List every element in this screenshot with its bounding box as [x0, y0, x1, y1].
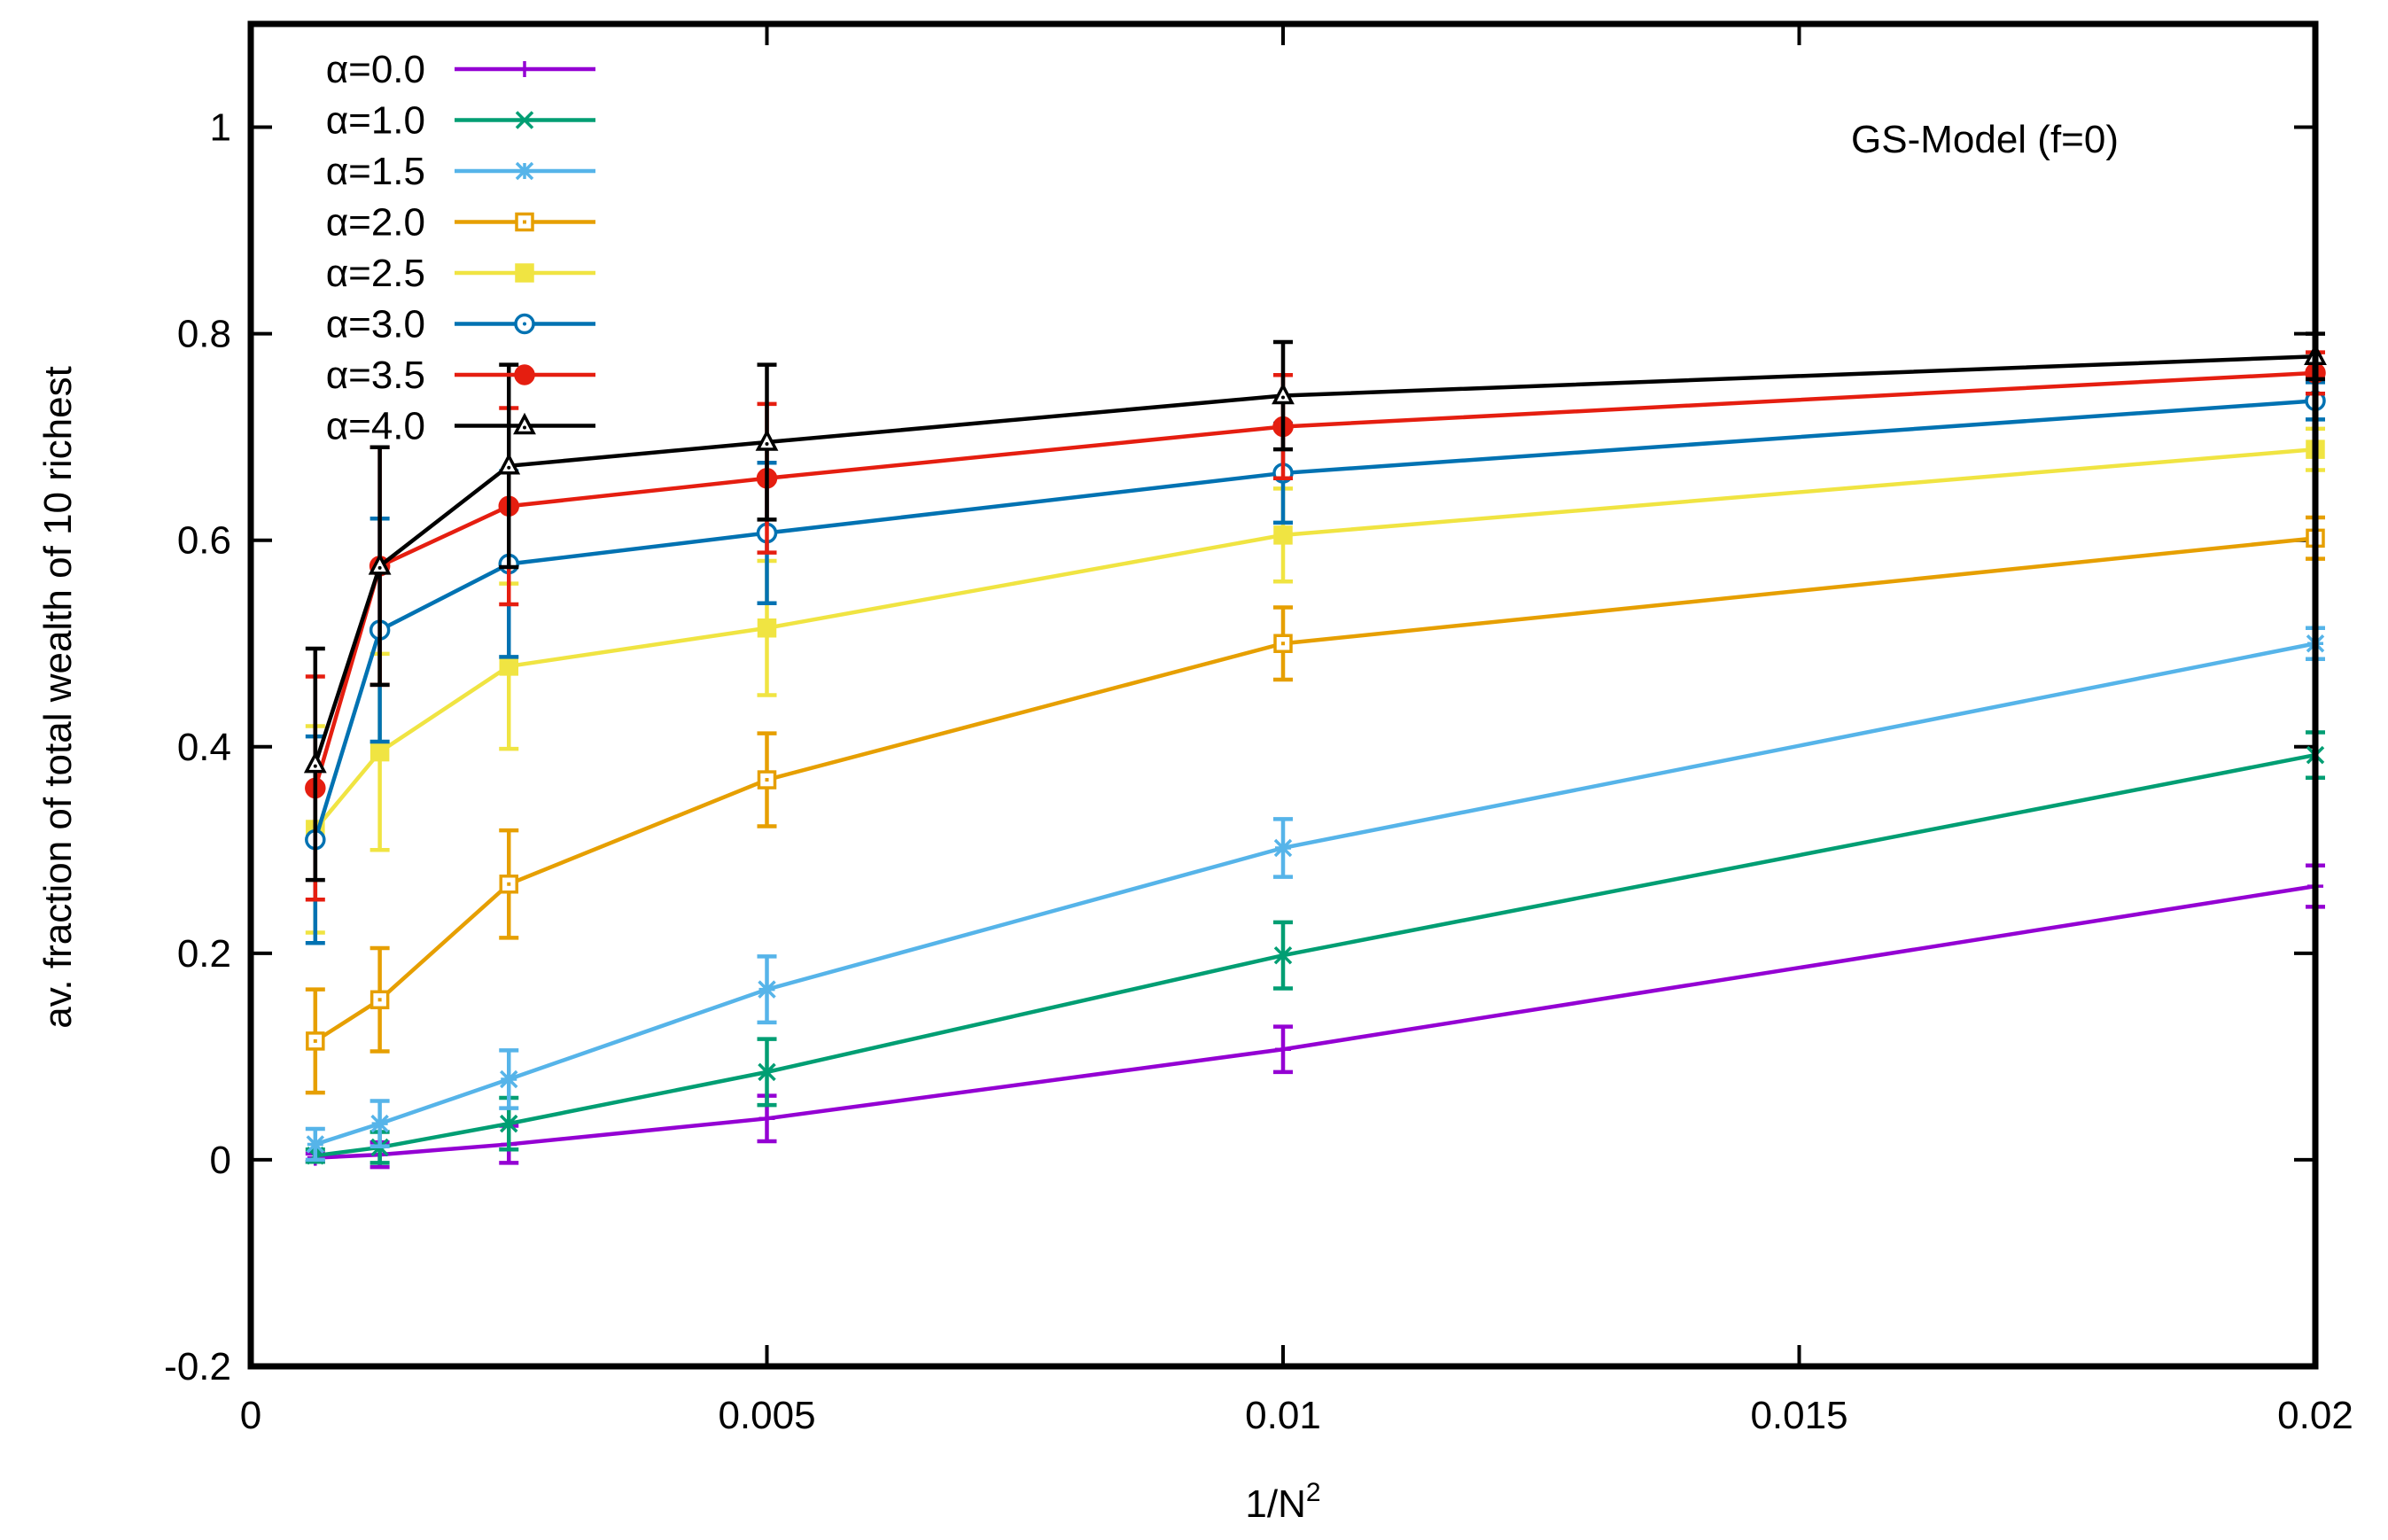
data-point-marker — [303, 751, 327, 774]
series-line — [313, 399, 2316, 841]
data-point-marker-dot — [523, 322, 526, 326]
x-axis-label-base: 1/N — [1245, 1482, 1305, 1526]
data-point-marker-dot — [765, 778, 769, 782]
legend-label: α=1.5 — [326, 150, 425, 193]
data-point-marker — [370, 1114, 389, 1133]
data-point-marker — [758, 1062, 776, 1082]
data-point-marker-dot — [523, 425, 526, 430]
series-line — [314, 536, 2316, 1043]
data-point-marker — [1273, 838, 1293, 858]
x-tick-label: 0.01 — [1245, 1394, 1321, 1437]
data-point-marker-dot — [507, 465, 511, 470]
series-group — [303, 331, 2327, 1170]
data-point-marker — [758, 980, 776, 999]
data-point-marker — [369, 742, 390, 762]
legend-label: α=0.0 — [326, 48, 425, 91]
data-point-marker-dot — [377, 565, 382, 570]
legend-label: α=2.5 — [326, 252, 425, 295]
data-point-marker — [517, 61, 533, 77]
legend-label: α=4.0 — [326, 405, 425, 448]
data-point-marker — [499, 657, 518, 676]
data-point-marker-dot — [313, 1038, 317, 1043]
chart-annotation: GS-Model (f=0) — [1851, 118, 2119, 161]
data-point-marker-dot — [523, 220, 526, 224]
y-tick-label: 0 — [210, 1139, 231, 1182]
legend-label: α=3.5 — [326, 354, 425, 397]
data-point-marker — [755, 429, 779, 451]
data-point-marker-dot — [313, 764, 317, 768]
data-point-marker — [1272, 382, 1295, 405]
data-point-marker — [500, 1114, 518, 1133]
data-point-marker — [1273, 525, 1293, 545]
y-tick-label: -0.2 — [164, 1345, 231, 1388]
data-point-marker-dot — [765, 441, 769, 446]
x-tick-label: 0 — [240, 1394, 261, 1437]
data-point-marker-dot — [507, 882, 511, 886]
series-line — [315, 642, 2316, 1147]
data-point-marker — [1275, 1041, 1291, 1058]
data-point-marker — [514, 364, 535, 385]
data-point-marker — [368, 553, 392, 575]
legend-label: α=3.0 — [326, 303, 425, 346]
y-tick-label: 0.4 — [177, 726, 231, 769]
data-point-marker — [306, 1135, 325, 1154]
data-point-marker — [515, 263, 534, 283]
data-point-marker — [497, 453, 521, 475]
x-tick-label: 0.02 — [2277, 1394, 2353, 1437]
data-point-marker — [1273, 945, 1293, 965]
data-point-marker-dot — [377, 998, 382, 1002]
series-line — [315, 752, 2316, 1158]
series-line — [314, 447, 2316, 831]
x-axis-label: 1/N2 — [1245, 1478, 1320, 1526]
series-3 — [305, 515, 2325, 1095]
series-7 — [303, 331, 2327, 883]
x-tick-label: 0.015 — [1750, 1394, 1847, 1437]
data-point-marker-dot — [1281, 395, 1285, 400]
y-axis-label: av. fraction of total wealth of 10 riche… — [36, 366, 80, 1029]
series-line — [313, 354, 2316, 766]
y-tick-label: 1 — [210, 106, 231, 150]
y-tick-label: 0.2 — [177, 932, 231, 976]
legend-label: α=1.0 — [326, 99, 425, 143]
data-point-marker — [500, 1069, 518, 1089]
data-point-marker — [515, 161, 534, 181]
data-point-marker — [513, 412, 536, 435]
plot-frame — [247, 20, 2319, 1370]
legend: α=0.0 α=1.0 α=1.5 α=2.0 α=2.5 α=3.0 α=3.5 α=4.0 — [326, 48, 595, 448]
x-axis-label-superscript: 2 — [1306, 1478, 1321, 1507]
series-line — [315, 883, 2316, 1160]
data-point-marker — [758, 1110, 775, 1127]
data-point-marker — [515, 111, 534, 129]
x-tick-label: 0.005 — [718, 1394, 815, 1437]
y-tick-label: 0.8 — [177, 313, 231, 356]
data-point-marker — [757, 618, 777, 638]
axis-ticks: 0 0.005 0.01 0.015 0.02-0.200.20.40.60.81 — [164, 24, 2353, 1437]
legend-label: α=2.0 — [326, 201, 425, 245]
data-point-marker-dot — [1281, 642, 1285, 646]
y-tick-label: 0.6 — [177, 519, 231, 563]
